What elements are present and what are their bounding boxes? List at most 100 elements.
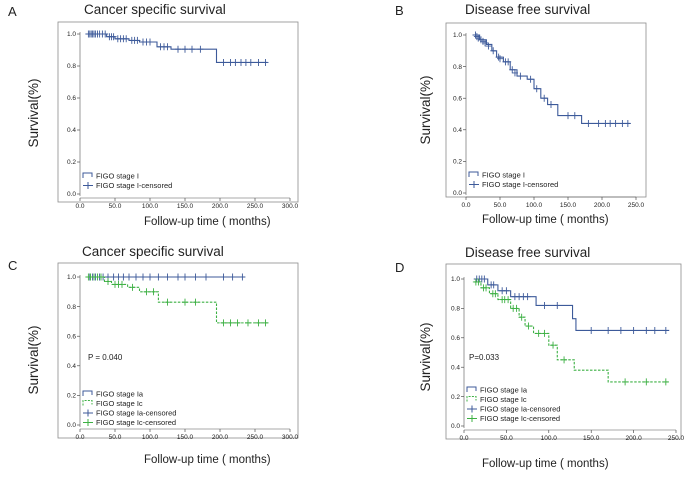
censor-mark bbox=[182, 45, 188, 53]
plot-frame bbox=[445, 22, 647, 198]
censor-mark bbox=[585, 119, 592, 127]
censor-mark bbox=[571, 112, 578, 120]
censor-mark bbox=[482, 39, 489, 47]
censor-mark bbox=[607, 119, 614, 127]
censor-mark bbox=[651, 326, 658, 334]
censor-mark bbox=[189, 45, 195, 53]
x-tick-label: 150.0 bbox=[177, 434, 194, 441]
censor-mark bbox=[129, 283, 136, 291]
x-axis-label: Follow-up time ( months) bbox=[482, 458, 609, 470]
x-tick-label: 100.0 bbox=[142, 434, 159, 441]
censor-mark bbox=[133, 273, 139, 281]
y-tick-label: 1.0 bbox=[67, 31, 76, 38]
km-panel-a: A Cancer specific survival Survival(%) Foll… bbox=[8, 2, 299, 228]
y-tick-label: 0.6 bbox=[451, 335, 460, 342]
censor-mark bbox=[513, 304, 520, 312]
y-tick-label: 0.2 bbox=[451, 394, 460, 401]
survival-curve-blue bbox=[474, 34, 631, 125]
censor-mark bbox=[155, 273, 162, 281]
x-tick-label: 250.0 bbox=[247, 203, 264, 210]
y-axis-label: Survival(%) bbox=[26, 78, 41, 147]
x-tick-label: 50.0 bbox=[109, 434, 122, 441]
censor-mark bbox=[102, 30, 109, 38]
legend-entry: FIGO stage I bbox=[482, 171, 525, 180]
censor-mark bbox=[527, 75, 534, 83]
censor-mark bbox=[98, 273, 104, 281]
censor-mark bbox=[262, 58, 269, 66]
censor-mark bbox=[492, 290, 499, 298]
x-tick-label: 200.0 bbox=[625, 435, 642, 442]
p-value-annotation: P = 0.040 bbox=[88, 353, 123, 362]
legend-swatch-step bbox=[466, 386, 477, 392]
x-tick-label: 0.0 bbox=[461, 202, 470, 209]
y-tick-label: 0.6 bbox=[67, 333, 76, 340]
y-tick-label: 0.4 bbox=[67, 127, 76, 134]
legend-swatch-step bbox=[468, 171, 479, 177]
censor-mark bbox=[245, 319, 251, 327]
censor-mark bbox=[220, 319, 227, 327]
x-tick-label: 150.0 bbox=[560, 202, 577, 209]
censor-mark bbox=[617, 326, 624, 334]
censor-mark bbox=[524, 293, 531, 301]
censor-mark bbox=[192, 273, 199, 281]
censor-mark bbox=[624, 119, 631, 127]
chart-title: Disease free survival bbox=[465, 2, 590, 17]
censor-mark bbox=[234, 319, 241, 327]
censor-mark bbox=[143, 288, 150, 296]
y-tick-label: 0.8 bbox=[451, 306, 460, 313]
censor-mark bbox=[630, 326, 637, 334]
y-tick-label: 0.2 bbox=[67, 159, 76, 166]
legend-entry: FIGO stage Ia bbox=[480, 386, 528, 395]
y-tick-label: 0.0 bbox=[67, 422, 76, 429]
censor-mark bbox=[164, 273, 171, 281]
plot-frame bbox=[445, 263, 682, 440]
x-tick-label: 0.0 bbox=[75, 434, 84, 441]
survival-curve-green bbox=[474, 281, 670, 383]
censor-mark bbox=[247, 58, 254, 66]
legend-entry: FIGO stage I-censored bbox=[96, 181, 172, 190]
y-tick-label: 0.4 bbox=[67, 363, 76, 370]
legend-entry: FIGO stage Ic bbox=[96, 399, 143, 408]
y-tick-label: 0.0 bbox=[67, 191, 76, 198]
y-tick-label: 0.6 bbox=[67, 95, 76, 102]
x-tick-label: 150.0 bbox=[583, 435, 600, 442]
censor-mark bbox=[518, 313, 525, 321]
y-tick-label: 0.4 bbox=[453, 127, 462, 134]
y-tick-label: 0.0 bbox=[451, 423, 460, 430]
censor-mark bbox=[485, 42, 492, 50]
censor-mark bbox=[182, 273, 188, 281]
censor-mark bbox=[511, 69, 518, 77]
censor-mark bbox=[147, 38, 153, 46]
censor-mark bbox=[541, 94, 548, 102]
censor-mark bbox=[192, 298, 199, 306]
km-panel-c: C Cancer specific survival Survival(%) Foll… bbox=[8, 244, 299, 466]
legend-swatch-step bbox=[466, 396, 477, 402]
legend-swatch-censor bbox=[83, 182, 93, 189]
censor-mark bbox=[622, 378, 629, 386]
legend-swatch-censor bbox=[469, 181, 479, 188]
censor-mark bbox=[255, 58, 262, 66]
legend-swatch-step bbox=[82, 390, 93, 396]
panel-letter: D bbox=[395, 260, 404, 275]
legend-swatch-censor bbox=[83, 409, 93, 417]
censor-mark bbox=[541, 301, 548, 309]
censor-mark bbox=[554, 301, 561, 309]
y-tick-label: 0.0 bbox=[453, 190, 462, 197]
censor-mark bbox=[134, 36, 141, 44]
censor-mark bbox=[140, 273, 146, 281]
x-tick-label: 250.0 bbox=[247, 434, 264, 441]
survival-curve-blue bbox=[87, 33, 268, 64]
censor-mark bbox=[612, 119, 619, 127]
legend-entry: FIGO stage I bbox=[96, 172, 139, 181]
censor-mark bbox=[164, 298, 171, 306]
censor-mark bbox=[473, 33, 480, 41]
censor-mark bbox=[495, 53, 502, 61]
legend-entry: FIGO stage Ia bbox=[96, 390, 144, 399]
legend-swatch-censor bbox=[467, 415, 477, 422]
panel-letter: C bbox=[8, 258, 17, 273]
censor-mark bbox=[475, 34, 482, 42]
plot-frame bbox=[57, 21, 299, 203]
y-axis-label: Survival(%) bbox=[26, 325, 41, 394]
censor-mark bbox=[483, 284, 490, 292]
